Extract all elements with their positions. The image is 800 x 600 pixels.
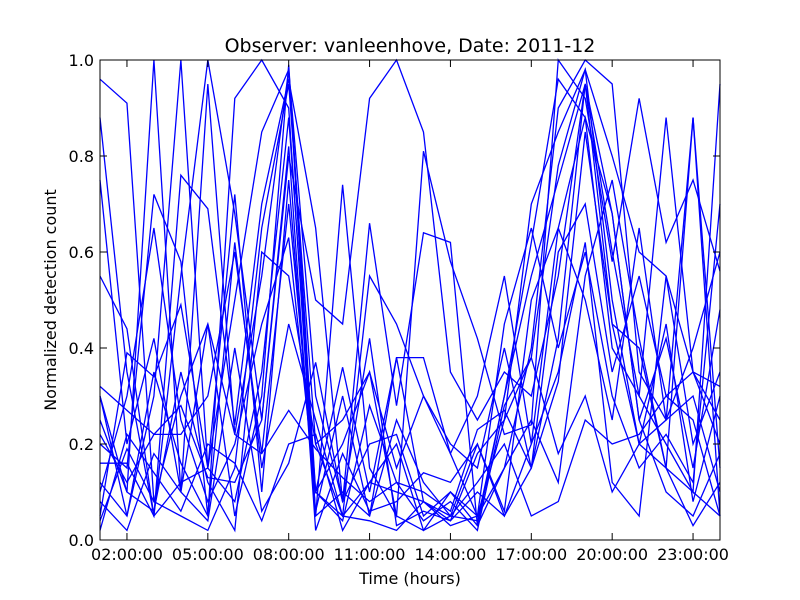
ticks-layer: 02:00:00 05:00:00 08:00:00 11:00:00 14:00:00… bbox=[69, 51, 729, 564]
series-line-11 bbox=[99, 203, 721, 532]
series-layer bbox=[99, 58, 721, 533]
x-tick-label: 05:00:00 bbox=[172, 545, 244, 564]
x-tick-label: 02:00:00 bbox=[91, 545, 163, 564]
series-line-13 bbox=[99, 321, 721, 532]
series-line-15 bbox=[99, 242, 721, 532]
x-tick-label: 08:00:00 bbox=[253, 545, 325, 564]
chart-title: Observer: vanleenhove, Date: 2011-12 bbox=[225, 35, 596, 57]
y-tick-label: 0.6 bbox=[69, 243, 94, 262]
y-axis-title: Normalized detection count bbox=[41, 189, 60, 411]
series-line-16 bbox=[99, 227, 721, 533]
series-line-1 bbox=[99, 78, 721, 532]
x-tick-label: 23:00:00 bbox=[657, 545, 729, 564]
series-line-17 bbox=[99, 395, 721, 533]
series-line-3 bbox=[99, 58, 721, 527]
plot-background bbox=[100, 60, 720, 540]
series-line-7 bbox=[99, 58, 721, 519]
x-tick-label: 14:00:00 bbox=[415, 545, 487, 564]
y-tick-label: 0.4 bbox=[69, 339, 94, 358]
series-line-4 bbox=[99, 58, 721, 517]
series-line-14 bbox=[99, 179, 721, 532]
y-tick-label: 0.2 bbox=[69, 435, 94, 454]
x-tick-label: 20:00:00 bbox=[576, 545, 648, 564]
x-tick-label: 17:00:00 bbox=[495, 545, 567, 564]
y-tick-label: 0.0 bbox=[69, 531, 94, 550]
series-line-8 bbox=[100, 77, 721, 526]
y-tick-label: 0.8 bbox=[69, 147, 94, 166]
plot-frame bbox=[99, 59, 721, 541]
series-line-9 bbox=[99, 67, 721, 522]
x-tick-label: 11:00:00 bbox=[334, 545, 406, 564]
x-axis-title: Time (hours) bbox=[358, 569, 461, 588]
y-tick-label: 1.0 bbox=[69, 51, 94, 70]
